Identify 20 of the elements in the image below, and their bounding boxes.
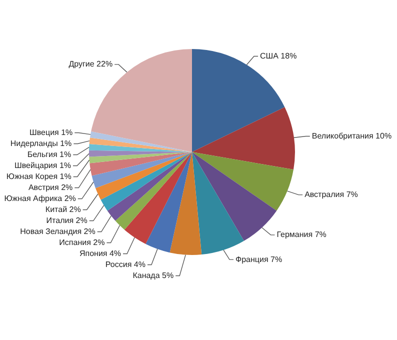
slice-label: Южная Корея 1% (6, 172, 72, 181)
slice-label: Нидерланды 1% (10, 138, 72, 148)
slice-label: Швейцария 1% (14, 160, 72, 170)
slice-label: США 18% (260, 51, 297, 60)
slice-label: Другие 22% (68, 60, 113, 69)
slice-label: Великобритания 10% (312, 131, 392, 140)
slice-label: Канада 5% (132, 270, 174, 280)
slice-label: Австралия 7% (304, 190, 358, 200)
slice-label: Швеция 1% (30, 128, 73, 137)
slice-label: Бельгия 1% (27, 150, 72, 159)
slice-label: Италия 2% (46, 216, 88, 225)
slice-label: Новая Зеландия 2% (20, 226, 96, 236)
slice-label: Австрия 2% (28, 182, 73, 192)
slice-label: Япония 4% (79, 248, 122, 258)
slice-label: Германия 7% (276, 230, 326, 240)
slice-label: Россия 4% (105, 260, 146, 269)
slice-label: Китай 2% (45, 204, 81, 214)
slice-label: Южная Африка 2% (4, 194, 76, 203)
slice-label: Испания 2% (59, 238, 105, 247)
slice-label: Франция 7% (236, 254, 282, 264)
